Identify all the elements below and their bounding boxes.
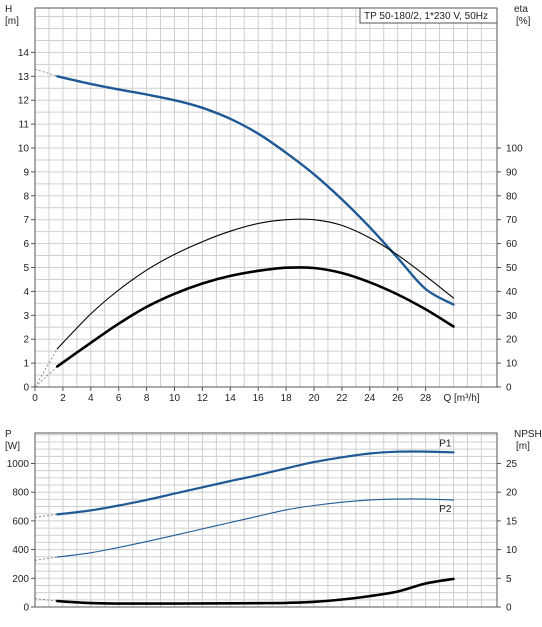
series-eta-thin-line [56, 218, 455, 350]
y-left-tick-label: 1 [23, 359, 29, 370]
y-right-tick-label: 10 [506, 545, 518, 556]
y-left-tick-label: 1000 [7, 459, 30, 470]
title-box [359, 7, 498, 24]
series-eta-thin-extrapolation [34, 348, 58, 388]
y-left-tick-label: 6 [23, 239, 29, 250]
plot-frame [34, 7, 498, 388]
y-left-tick-label: 600 [12, 516, 29, 527]
x-axis-label: Q [m³/h] [443, 393, 479, 404]
y-right-axis-unit: [m] [516, 441, 530, 452]
chart-title: TP 50-180/2, 1*230 V, 50Hz [364, 11, 488, 22]
x-tick-label: 8 [144, 393, 150, 404]
x-tick-label: 10 [169, 393, 181, 404]
series-P1-line [56, 450, 455, 516]
x-tick-label: 18 [281, 393, 293, 404]
y-left-tick-label: 11 [19, 120, 30, 131]
y-right-tick-label: 100 [506, 144, 523, 155]
x-tick-label: 2 [60, 393, 66, 404]
y-left-tick-label: 2 [23, 335, 29, 346]
x-tick-label: 12 [197, 393, 209, 404]
y-left-tick-label: 13 [18, 72, 30, 83]
series-eta-thick-line [56, 266, 455, 368]
y-right-tick-label: 80 [506, 191, 518, 202]
y-left-axis-unit: [m] [5, 16, 19, 27]
x-tick-label: 4 [88, 393, 94, 404]
y-right-tick-label: 40 [506, 287, 518, 298]
y-left-tick-label: 200 [12, 574, 29, 585]
y-left-axis-label: H [5, 4, 12, 15]
y-left-tick-label: 14 [18, 48, 30, 59]
y-left-tick-label: 0 [23, 603, 29, 614]
series-H-extrapolation [34, 68, 58, 77]
y-left-tick-label: 3 [23, 311, 29, 322]
y-right-tick-label: 10 [506, 359, 518, 370]
y-right-tick-label: 20 [506, 335, 518, 346]
y-left-tick-label: 4 [23, 287, 29, 298]
x-tick-label: 0 [32, 393, 38, 404]
y-right-tick-label: 5 [506, 574, 512, 585]
y-left-tick-label: 12 [18, 96, 30, 107]
y-left-tick-label: 9 [23, 167, 29, 178]
plot-frame [34, 432, 498, 608]
x-tick-label: 14 [225, 393, 237, 404]
x-tick-label: 24 [364, 393, 376, 404]
y-left-axis-label: P [5, 429, 12, 440]
series-P2-label: P2 [439, 504, 452, 515]
series-P2-line [56, 498, 455, 558]
x-tick-label: 22 [336, 393, 348, 404]
y-left-tick-label: 10 [18, 144, 30, 155]
y-right-axis-label: NPSH [514, 429, 542, 440]
y-left-tick-label: 5 [23, 263, 29, 274]
y-right-tick-label: 25 [506, 459, 518, 470]
y-right-tick-label: 50 [506, 263, 518, 274]
y-right-tick-label: 0 [506, 383, 512, 394]
y-left-tick-label: 400 [12, 545, 29, 556]
series-eta-thick-extrapolation [34, 366, 58, 388]
series-P1-extrapolation [34, 514, 58, 518]
x-tick-label: 20 [308, 393, 320, 404]
y-right-tick-label: 0 [506, 603, 512, 614]
x-tick-label: 16 [253, 393, 265, 404]
y-right-tick-label: 90 [506, 167, 518, 178]
y-right-tick-label: 20 [506, 488, 518, 499]
y-left-tick-label: 8 [23, 191, 29, 202]
y-right-tick-label: 70 [506, 215, 518, 226]
y-left-tick-label: 7 [23, 215, 29, 226]
series-P2-extrapolation [34, 556, 58, 561]
y-right-axis-unit: [%] [516, 16, 531, 27]
series-H-line [56, 75, 455, 306]
x-tick-label: 6 [116, 393, 122, 404]
y-left-tick-label: 0 [23, 383, 29, 394]
x-tick-label: 28 [420, 393, 432, 404]
series-P1-label: P1 [439, 438, 452, 449]
y-right-tick-label: 15 [506, 516, 518, 527]
x-tick-label: 26 [392, 393, 404, 404]
y-left-axis-unit: [W] [5, 441, 20, 452]
y-right-tick-label: 30 [506, 311, 518, 322]
series-NPSH-line [56, 577, 455, 605]
y-right-axis-label: eta [514, 4, 528, 15]
y-right-tick-label: 60 [506, 239, 518, 250]
y-left-tick-label: 800 [12, 488, 29, 499]
